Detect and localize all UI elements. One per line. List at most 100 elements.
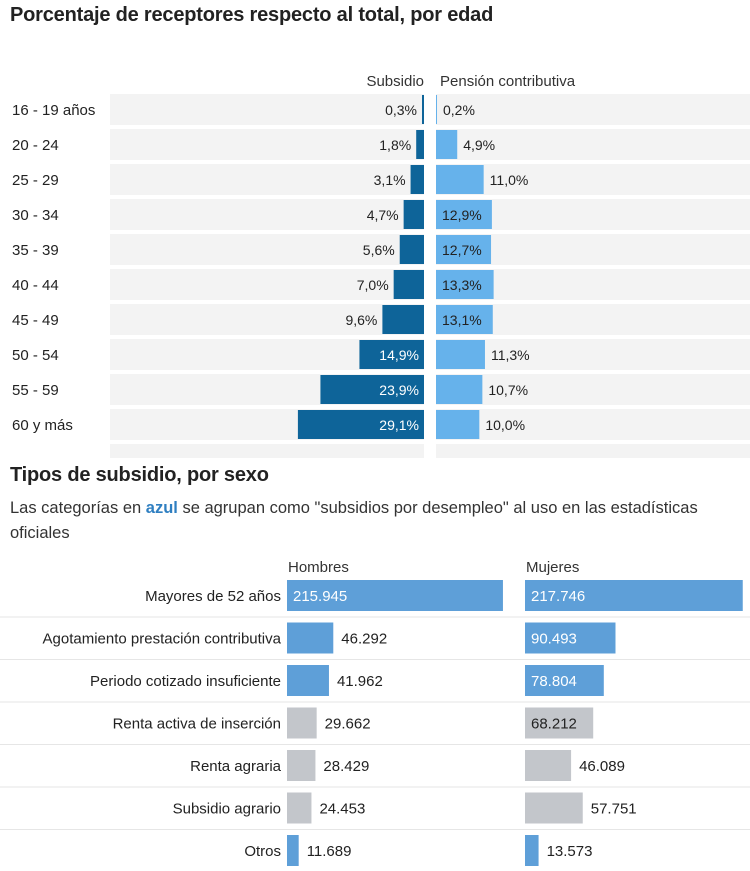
value-label-hombres: 28.429 xyxy=(323,758,369,775)
value-label-mujeres: 217.746 xyxy=(531,588,585,605)
age-chart: Subsidio Pensión contributiva 16 - 19 años… xyxy=(12,73,750,458)
bar-pension xyxy=(436,375,483,404)
value-label-mujeres: 46.089 xyxy=(579,758,625,775)
bar-mujeres xyxy=(525,792,583,824)
value-label-pension: 11,0% xyxy=(490,172,529,188)
subtitle-highlight: azul xyxy=(145,499,178,517)
bar-mujeres xyxy=(525,707,594,739)
bar-pension xyxy=(436,270,494,299)
bar-subsidio xyxy=(410,165,424,194)
bar-hombres xyxy=(287,580,503,611)
sex-chart-title: Tipos de subsidio, por sexo xyxy=(10,464,269,486)
bar-hombres xyxy=(287,750,316,781)
bar-pension xyxy=(436,235,492,264)
bar-mujeres xyxy=(525,622,616,654)
bar-subsidio xyxy=(359,340,424,369)
bar-hombres xyxy=(287,835,299,866)
bar-subsidio xyxy=(297,410,424,439)
value-label-subsidio: 0,3% xyxy=(385,102,417,118)
category-label: Otros xyxy=(244,843,281,860)
category-label: Periodo cotizado insuficiente xyxy=(90,673,281,690)
value-label-hombres: 29.662 xyxy=(325,716,371,733)
row-bg-left xyxy=(110,234,424,265)
sex-chart-subtitle: Las categorías en azul se agrupan como "… xyxy=(10,499,698,542)
bar-subsidio xyxy=(416,130,424,159)
row-bg-left xyxy=(110,199,424,230)
value-label-hombres: 41.962 xyxy=(337,673,383,690)
series-header-hombres: Hombres xyxy=(288,559,349,576)
value-label-mujeres: 57.751 xyxy=(591,801,637,818)
value-label-mujeres: 78.804 xyxy=(531,673,577,690)
value-label-mujeres: 90.493 xyxy=(531,631,577,648)
row-bg-left xyxy=(110,304,424,335)
value-label-pension: 0,2% xyxy=(443,102,475,118)
value-label-pension: 12,7% xyxy=(442,242,482,258)
series-header-pension: Pensión contributiva xyxy=(440,73,576,90)
category-label: Mayores de 52 años xyxy=(145,588,281,605)
bar-pension xyxy=(436,410,480,439)
value-label-mujeres: 13.573 xyxy=(547,843,593,860)
row-bg-left xyxy=(110,269,424,300)
bar-pension xyxy=(436,200,492,229)
value-label-hombres: 215.945 xyxy=(293,588,347,605)
bar-mujeres xyxy=(525,580,743,611)
bar-subsidio xyxy=(422,95,424,124)
row-bg-left xyxy=(110,164,424,195)
value-label-pension: 10,7% xyxy=(488,382,528,398)
value-label-hombres: 46.292 xyxy=(341,631,387,648)
value-label-pension: 13,1% xyxy=(442,312,482,328)
bar-hombres xyxy=(287,665,329,696)
value-label-subsidio: 1,8% xyxy=(379,137,411,153)
bar-pension xyxy=(436,130,458,159)
value-label-pension: 11,3% xyxy=(491,347,530,363)
age-label: 30 - 34 xyxy=(12,207,59,224)
bar-subsidio xyxy=(382,305,424,334)
age-label: 25 - 29 xyxy=(12,172,59,189)
value-label-subsidio: 7,0% xyxy=(357,277,389,293)
series-header-mujeres: Mujeres xyxy=(526,559,579,576)
age-label: 35 - 39 xyxy=(12,242,59,259)
value-label-subsidio: 4,7% xyxy=(367,207,399,223)
row-bg-right-end xyxy=(436,444,750,458)
row-bg-left xyxy=(110,129,424,160)
bar-subsidio xyxy=(403,200,424,229)
bar-subsidio xyxy=(399,235,424,264)
age-label: 45 - 49 xyxy=(12,312,59,329)
row-bg-right xyxy=(436,339,750,370)
bar-hombres xyxy=(287,707,317,739)
age-label: 40 - 44 xyxy=(12,277,59,294)
bar-hombres xyxy=(287,622,334,654)
bar-mujeres xyxy=(525,750,572,781)
category-label: Agotamiento prestación contributiva xyxy=(43,631,282,648)
age-label: 16 - 19 años xyxy=(12,102,95,119)
row-bg-right xyxy=(436,94,750,125)
value-label-subsidio: 14,9% xyxy=(379,347,419,363)
value-label-pension: 13,3% xyxy=(442,277,482,293)
row-bg-right xyxy=(436,164,750,195)
age-label: 20 - 24 xyxy=(12,137,59,154)
bar-pension xyxy=(436,305,493,334)
value-label-pension: 4,9% xyxy=(463,137,495,153)
bar-pension xyxy=(436,340,485,369)
age-label: 55 - 59 xyxy=(12,382,59,399)
bar-subsidio xyxy=(393,270,424,299)
series-header-subsidio: Subsidio xyxy=(366,73,424,90)
bar-hombres xyxy=(287,792,312,824)
category-label: Renta agraria xyxy=(190,758,282,775)
value-label-pension: 10,0% xyxy=(485,417,525,433)
value-label-subsidio: 29,1% xyxy=(379,417,419,433)
bar-pension xyxy=(436,95,437,124)
row-bg-right xyxy=(436,374,750,405)
value-label-subsidio: 3,1% xyxy=(374,172,406,188)
bar-mujeres xyxy=(525,665,604,696)
age-label: 50 - 54 xyxy=(12,347,59,364)
value-label-mujeres: 68.212 xyxy=(531,716,577,733)
age-chart-title: Porcentaje de receptores respecto al tot… xyxy=(10,4,494,26)
row-bg-right xyxy=(436,129,750,160)
value-label-hombres: 24.453 xyxy=(319,801,365,818)
bar-pension xyxy=(436,165,484,194)
bar-subsidio xyxy=(320,375,424,404)
bar-mujeres xyxy=(525,835,539,866)
category-label: Subsidio agrario xyxy=(173,801,281,818)
value-label-pension: 12,9% xyxy=(442,207,482,223)
